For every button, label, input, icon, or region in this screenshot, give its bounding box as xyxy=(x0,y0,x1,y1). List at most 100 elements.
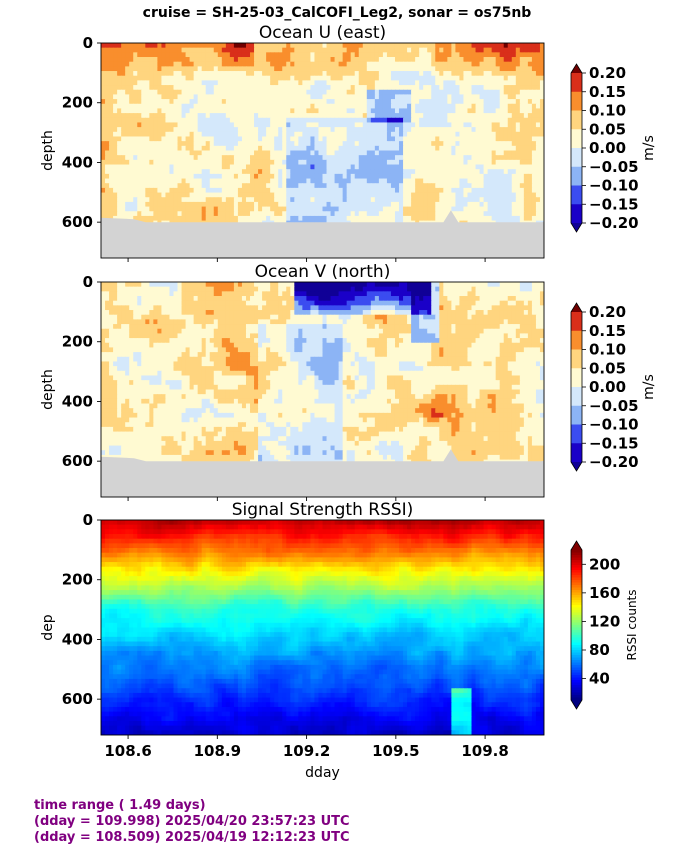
colorbar-tick-label: 0.15 xyxy=(589,83,626,101)
colorbar-band xyxy=(571,680,582,683)
bottom-mask xyxy=(101,210,544,258)
x-tick-label: 108.9 xyxy=(194,742,241,760)
x-tick-label: 109.8 xyxy=(461,742,508,760)
colorbar-label: RSSI counts xyxy=(625,589,639,660)
colorbar-band xyxy=(571,73,582,93)
colorbar-band xyxy=(571,129,582,149)
colorbar-band xyxy=(571,685,582,688)
colorbar-tick-label: 0.15 xyxy=(589,322,626,340)
colorbar-band xyxy=(571,185,582,205)
colorbar-band xyxy=(571,91,582,111)
colorbar-band xyxy=(571,615,582,618)
colorbar-band xyxy=(571,572,582,576)
colorbar-band xyxy=(571,148,582,168)
colorbar-band xyxy=(571,443,582,463)
colorbar-band xyxy=(571,585,582,588)
colorbar-band xyxy=(571,655,582,658)
colorbar-tick-label: 40 xyxy=(589,670,610,688)
colorbar-band xyxy=(571,595,582,598)
colorbar-band xyxy=(571,675,582,678)
colorbar-label: m/s xyxy=(641,135,657,161)
colorbar-band xyxy=(571,330,582,350)
colorbar-tick-label: 80 xyxy=(589,641,610,659)
y-tick-label: 0 xyxy=(83,34,93,52)
colorbar-band xyxy=(571,557,582,561)
colorbar-band xyxy=(571,692,582,696)
y-tick-label: 400 xyxy=(62,392,93,410)
colorbar-band xyxy=(571,577,582,581)
y-tick-label: 400 xyxy=(62,630,93,648)
colorbar-band xyxy=(571,565,582,568)
colorbar-extend-max xyxy=(571,541,582,550)
x-tick-label: 109.2 xyxy=(283,742,330,760)
colorbar-band xyxy=(571,652,582,656)
colorbar-extend-min xyxy=(571,462,582,471)
colorbar-extend-min xyxy=(571,223,582,232)
footer-end-time: (dday = 109.998) 2025/04/20 23:57:23 UTC xyxy=(34,814,350,829)
bottom-mask xyxy=(101,449,544,497)
y-tick-label: 600 xyxy=(62,690,93,708)
colorbar-band xyxy=(571,617,582,621)
colorbar: 200 160 120 80 40 RSSI counts xyxy=(570,540,639,710)
colorbar-band xyxy=(571,349,582,369)
panel-1: Ocean U (east) 0 200 400 600 depth 0.200.150.1… xyxy=(40,23,657,262)
footer-time-range: time range ( 1.49 days) xyxy=(34,798,206,813)
colorbar-band xyxy=(571,627,582,631)
colorbar-tick-label: −0.05 xyxy=(589,158,639,176)
colorbar-band xyxy=(571,610,582,613)
colorbar: 0.200.150.100.050.00−0.05−0.10−0.15−0.20… xyxy=(570,302,657,472)
y-tick-label: 0 xyxy=(83,273,93,291)
colorbar-band xyxy=(571,597,582,601)
colorbar-band xyxy=(571,570,582,573)
colorbar-band xyxy=(571,665,582,668)
y-tick-label: 600 xyxy=(62,213,93,231)
heatmap-field xyxy=(101,282,544,497)
footer-start-time: (dday = 108.509) 2025/04/19 12:12:23 UTC xyxy=(34,830,350,845)
colorbar-tick-label: 0.05 xyxy=(589,120,626,138)
colorbar-band xyxy=(571,590,582,593)
y-axis-label: dep xyxy=(40,614,56,641)
colorbar-label: m/s xyxy=(641,374,657,400)
colorbar-band xyxy=(571,312,582,332)
colorbar-band xyxy=(571,560,582,563)
panel-title: Ocean U (east) xyxy=(259,23,386,43)
colorbar-tick-label: 0.20 xyxy=(589,64,626,82)
y-tick-label: 200 xyxy=(62,333,93,351)
axes-frame xyxy=(100,519,545,736)
colorbar-tick-label: −0.05 xyxy=(589,397,639,415)
axes-frame xyxy=(100,281,545,498)
y-axis-label: depth xyxy=(40,130,56,171)
suptitle: cruise = SH-25-03_CalCOFI_Leg2, sonar = … xyxy=(143,5,532,21)
colorbar-band xyxy=(571,550,582,553)
colorbar-band xyxy=(571,697,582,701)
colorbar-band xyxy=(571,387,582,407)
colorbar-band xyxy=(571,607,582,611)
colorbar-tick-label: 0.00 xyxy=(589,378,626,396)
colorbar-tick-label: 200 xyxy=(589,555,620,573)
colorbar-tick-label: −0.15 xyxy=(589,434,639,452)
colorbar-band xyxy=(571,587,582,591)
colorbar-tick-label: 120 xyxy=(589,612,620,630)
colorbar-tick-label: −0.20 xyxy=(589,214,639,232)
x-tick-label: 109.5 xyxy=(372,742,419,760)
colorbar-band xyxy=(571,630,582,633)
colorbar-band xyxy=(571,670,582,673)
colorbar-band xyxy=(571,368,582,388)
colorbar-band xyxy=(571,677,582,681)
colorbar-band xyxy=(571,695,582,698)
heatmap-field xyxy=(101,43,544,258)
colorbar-tick-label: 160 xyxy=(589,584,620,602)
y-tick-label: 0 xyxy=(83,511,93,529)
colorbar-band xyxy=(571,632,582,636)
colorbar-band xyxy=(571,690,582,693)
colorbar-band xyxy=(571,672,582,676)
colorbar-band xyxy=(571,635,582,638)
y-axis-label: depth xyxy=(40,369,56,410)
panel-3: Signal Strength RSSI) 0 200 400 600 dep 108.6 1… xyxy=(40,500,639,781)
colorbar-outline xyxy=(570,540,583,710)
colorbar-band xyxy=(571,645,582,648)
colorbar-band xyxy=(571,567,582,571)
colorbar-tick-label: −0.10 xyxy=(589,177,639,195)
colorbar-band xyxy=(571,622,582,626)
